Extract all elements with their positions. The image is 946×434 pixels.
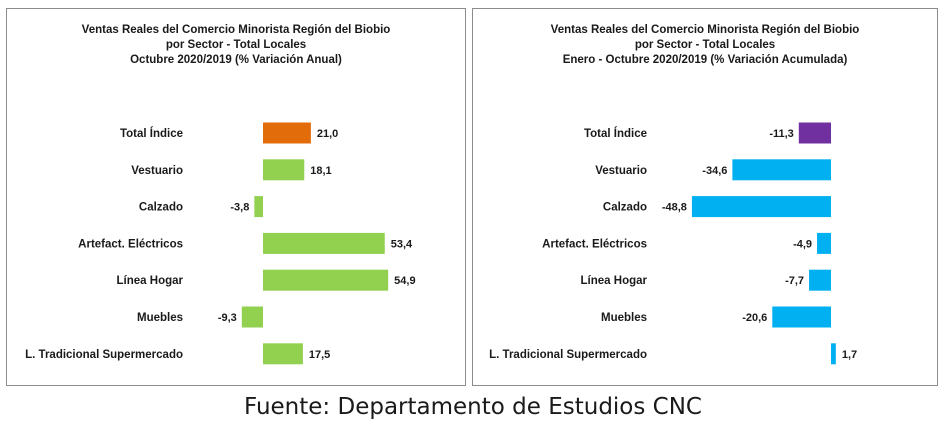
chart-title-line-3: Octubre 2020/2019 (% Variación Anual) <box>130 54 342 66</box>
category-label-3: Artefact. Eléctricos <box>542 238 647 250</box>
chart-title: Ventas Reales del Comercio Minorista Reg… <box>7 23 465 68</box>
data-label-5: -20,6 <box>742 312 767 324</box>
data-label-2: -48,8 <box>662 202 687 214</box>
bar-6 <box>831 343 836 365</box>
data-label-2: -3,8 <box>230 202 249 214</box>
bar-2 <box>691 196 831 218</box>
category-label-2: Calzado <box>603 202 647 214</box>
bar-2 <box>254 196 263 218</box>
bar-1 <box>732 159 831 181</box>
chart-title-line-2: por Sector - Total Locales <box>634 39 776 51</box>
chart-title-line-1: Ventas Reales del Comercio Minorista Reg… <box>81 24 391 36</box>
data-label-0: -11,3 <box>769 128 793 140</box>
category-label-5: Muebles <box>137 312 183 324</box>
data-label-6: 1,7 <box>842 349 857 361</box>
data-label-4: 54,9 <box>394 275 415 287</box>
bar-chart-acumulada: Total Índice -11,3 Vestuario -34,6 Calzado -4… <box>489 122 857 365</box>
category-label-4: Línea Hogar <box>117 275 184 287</box>
bar-5 <box>772 306 831 328</box>
chart-title-line-3: Enero - Octubre 2020/2019 (% Variación A… <box>562 54 848 66</box>
bar-0 <box>263 122 311 144</box>
bar-chart-anual: Total Índice 21,0 Vestuario 18,1 Calzado -3,8… <box>25 122 416 365</box>
category-label-0: Total Índice <box>120 127 183 140</box>
bar-3 <box>263 232 385 254</box>
chart-title: Ventas Reales del Comercio Minorista Reg… <box>473 23 937 68</box>
category-label-2: Calzado <box>139 202 183 214</box>
data-label-5: -9,3 <box>218 312 237 324</box>
data-label-3: -4,9 <box>793 238 812 250</box>
category-label-5: Muebles <box>601 312 647 324</box>
bar-5 <box>241 306 263 328</box>
category-label-0: Total Índice <box>584 127 647 140</box>
bar-3 <box>817 232 831 254</box>
category-label-1: Vestuario <box>131 165 183 177</box>
category-label-4: Línea Hogar <box>581 275 648 287</box>
bar-6 <box>263 343 303 365</box>
bar-0 <box>798 122 831 144</box>
source-caption: Fuente: Departamento de Estudios CNC <box>243 394 702 420</box>
category-label-6: L. Tradicional Supermercado <box>25 349 183 361</box>
bar-4 <box>809 269 831 291</box>
data-label-0: 21,0 <box>317 128 338 140</box>
data-label-4: -7,7 <box>785 275 804 287</box>
bar-1 <box>263 159 305 181</box>
chart-title-line-2: por Sector - Total Locales <box>165 39 307 51</box>
chart-title-line-1: Ventas Reales del Comercio Minorista Reg… <box>550 24 860 36</box>
data-label-1: 18,1 <box>310 165 331 177</box>
data-label-3: 53,4 <box>391 238 413 250</box>
data-label-1: -34,6 <box>702 165 727 177</box>
category-label-6: L. Tradicional Supermercado <box>489 349 647 361</box>
category-label-3: Artefact. Eléctricos <box>78 238 183 250</box>
category-label-1: Vestuario <box>595 165 647 177</box>
chart-panel-anual: Ventas Reales del Comercio Minorista Reg… <box>6 8 466 386</box>
bar-4 <box>263 269 389 291</box>
chart-panel-acumulada: Ventas Reales del Comercio Minorista Reg… <box>472 8 938 386</box>
data-label-6: 17,5 <box>309 349 330 361</box>
